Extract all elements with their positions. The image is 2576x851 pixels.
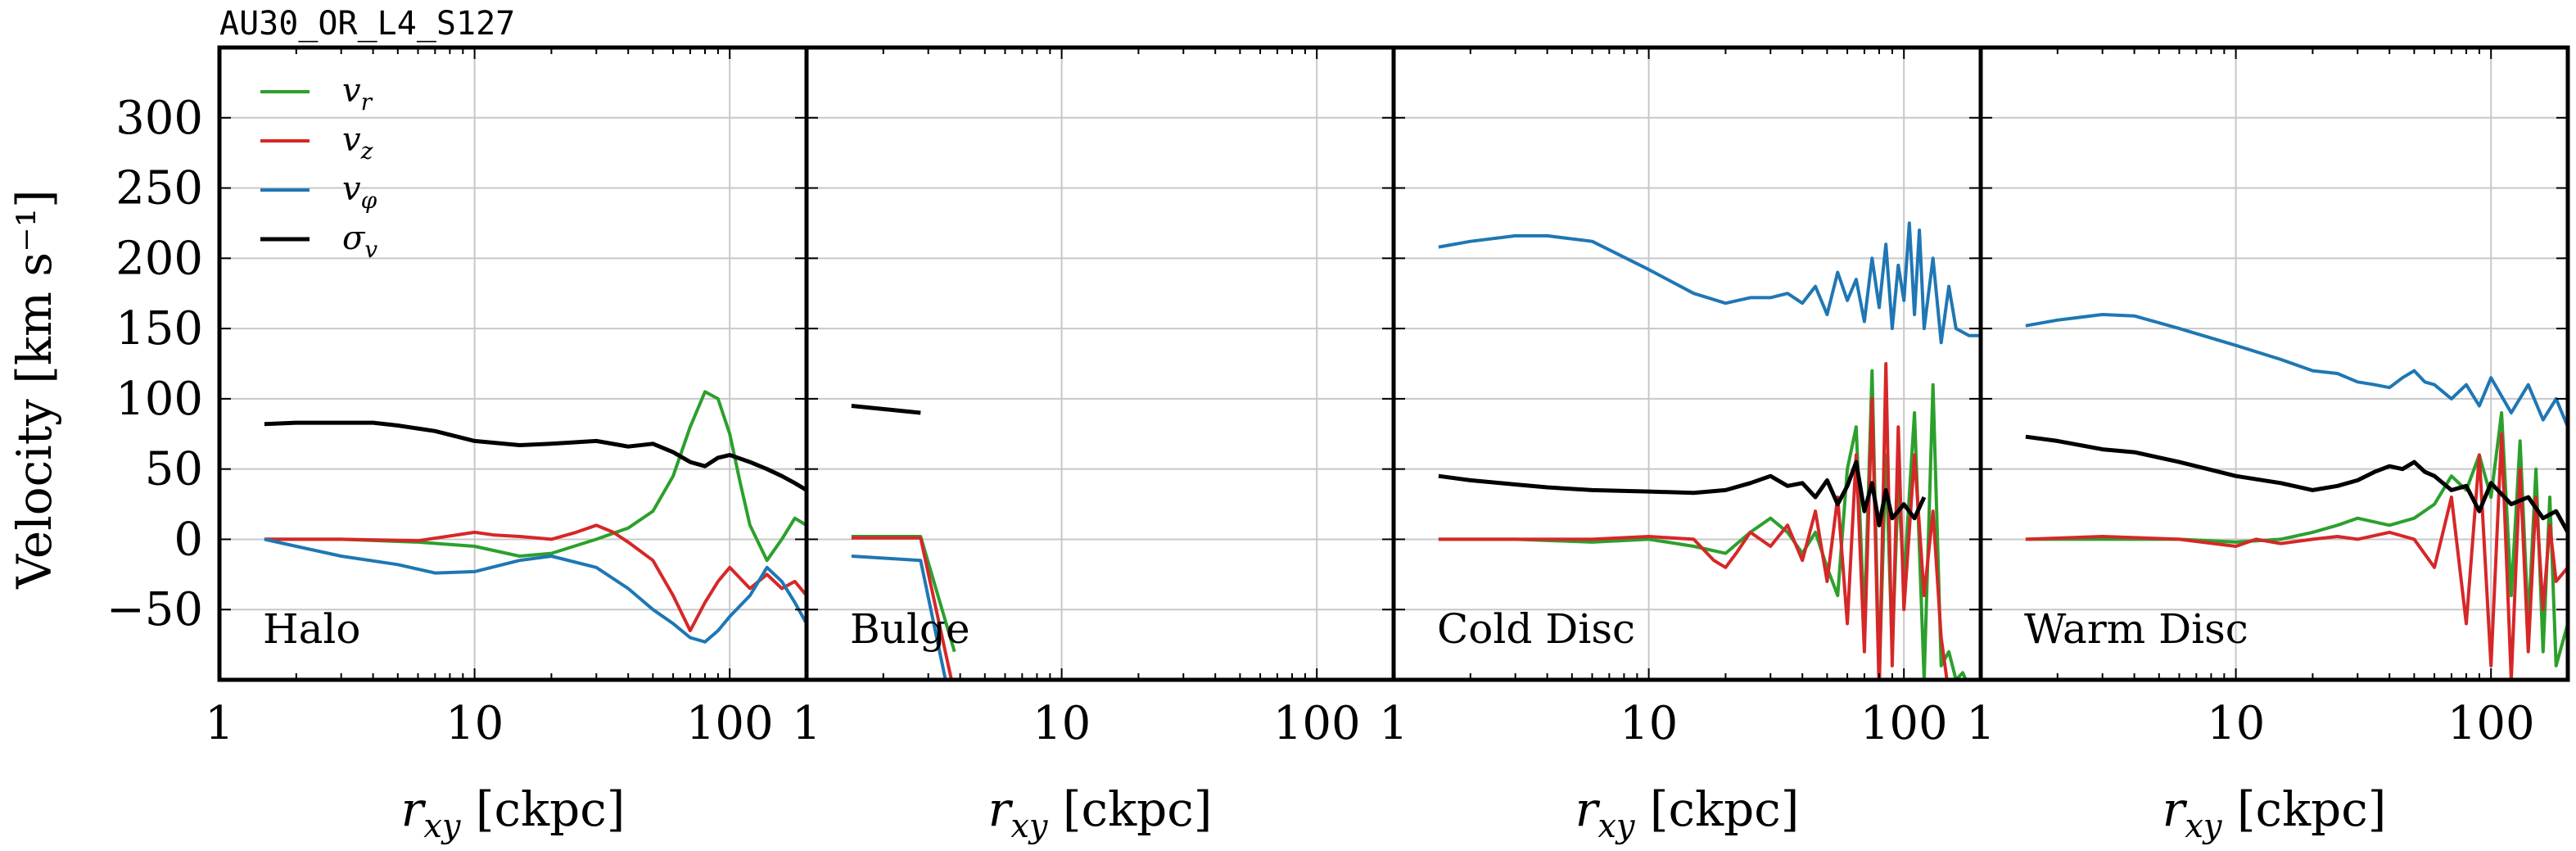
x-tick-label: 100 [2447, 697, 2535, 750]
legend-label: vφ [342, 170, 377, 214]
series-line-vz-2 [1438, 362, 1949, 680]
panel-frame [1978, 45, 2570, 682]
y-tick-label: 150 [115, 302, 203, 355]
panels-group: 1 10 100 rxy [ckpc] Halo 300 250 200 150 100 50 0 −5… [106, 45, 2570, 845]
panel-warm-disc: 1 10 100 rxy [ckpc] Warm Disc [1966, 45, 2570, 845]
series-group [2025, 313, 2568, 680]
figure-title: AU30_OR_L4_S127 [219, 5, 515, 43]
x-tick-label: 100 [686, 697, 774, 750]
panel-label: Warm Disc [2024, 605, 2248, 653]
x-tick-label: 10 [1620, 697, 1678, 750]
series-line-v-2 [1438, 221, 1981, 345]
panel-label: Halo [263, 605, 361, 653]
panel-label: Bulge [850, 605, 970, 653]
x-axis-label: rxy [ckpc] [2162, 781, 2387, 845]
legend: vr vz vφ σv [260, 72, 377, 263]
x-axis-label: rxy [ckpc] [1575, 781, 1800, 845]
series-line-v-3 [2025, 313, 2568, 428]
y-tick-label: 100 [115, 373, 203, 426]
series-line-v-0 [264, 420, 807, 492]
x-axis-label: rxy [ckpc] [401, 781, 626, 845]
y-tick-label: 250 [115, 162, 203, 215]
series-line-v-1 [851, 404, 921, 415]
legend-label: vr [342, 72, 373, 115]
series-group [264, 390, 807, 644]
panel-halo: 1 10 100 rxy [ckpc] Halo 300 250 200 150 100 50 0 −5… [106, 45, 809, 845]
y-tick-label: −50 [106, 583, 203, 636]
series-line-v-0 [264, 537, 807, 644]
x-tick-label: 100 [1273, 697, 1361, 750]
x-tick-label: 1 [205, 697, 234, 750]
x-tick-label: 100 [1860, 697, 1948, 750]
series-line-v-1 [851, 555, 947, 680]
series-line-vr-0 [264, 390, 807, 563]
y-tick-label: 200 [115, 232, 203, 285]
series-group [851, 404, 956, 680]
panel-bulge: 1 10 100 rxy [ckpc] Bulge [792, 45, 1396, 845]
y-tick-label: 0 [174, 513, 203, 566]
panel-label: Cold Disc [1437, 605, 1635, 653]
y-axis-label: Velocity [km s⁻¹] [7, 189, 62, 589]
x-tick-label: 10 [445, 697, 504, 750]
y-tick-label: 300 [115, 92, 203, 145]
series-line-v-2 [1438, 459, 1927, 527]
x-tick-label: 10 [2207, 697, 2265, 750]
panel-frame [804, 45, 1396, 682]
x-tick-label: 1 [1379, 697, 1408, 750]
series-line-vz-1 [851, 536, 954, 680]
x-axis-label: rxy [ckpc] [988, 781, 1213, 845]
panel-cold-disc: 1 10 100 rxy [ckpc] Cold Disc [1379, 45, 1983, 845]
x-tick-label: 1 [792, 697, 821, 750]
x-tick-label: 10 [1033, 697, 1091, 750]
series-line-vz-3 [2025, 432, 2568, 680]
series-group [1438, 221, 1981, 680]
y-tick-label: 50 [145, 443, 203, 496]
series-line-v-3 [2025, 434, 2568, 534]
legend-label: σv [342, 220, 377, 263]
legend-label: vz [342, 121, 373, 165]
x-tick-label: 1 [1966, 697, 1995, 750]
